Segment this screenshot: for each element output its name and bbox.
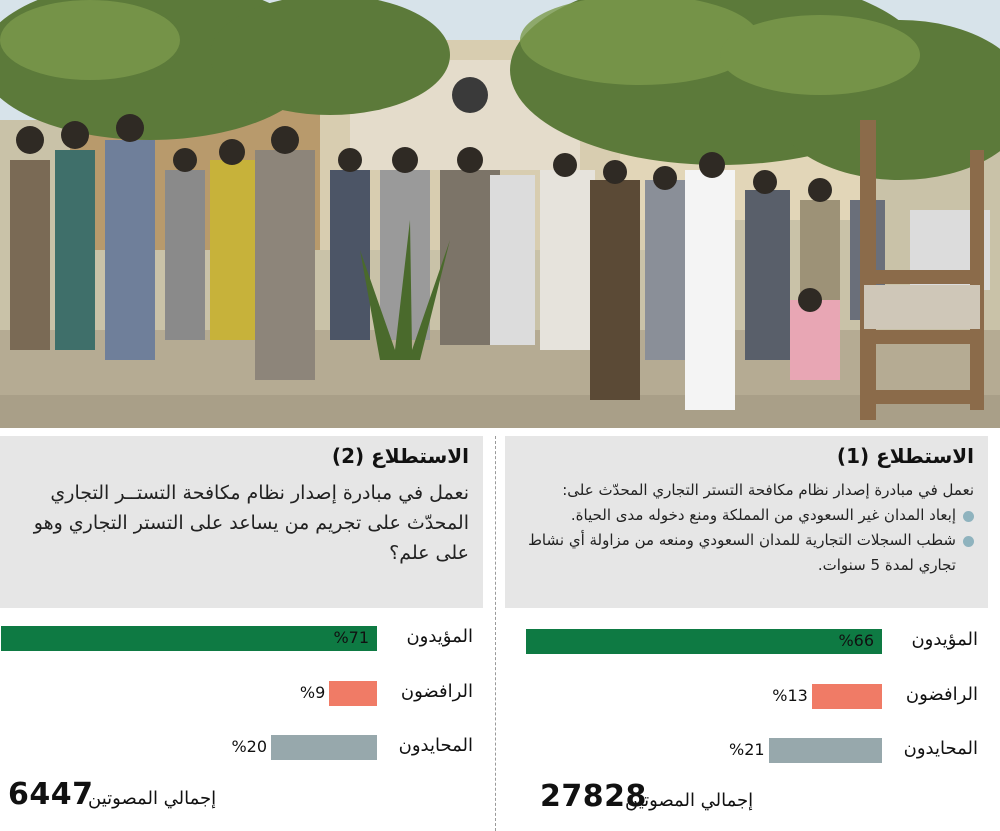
- row-label-rejecters: الرافضون: [400, 681, 473, 702]
- column-divider: [495, 436, 497, 831]
- bullet-item: شطب السجلات التجارية للمدان السعودي ومنع…: [515, 528, 974, 578]
- bar-value-label: %71: [333, 628, 369, 647]
- row-label-supporters: المؤيدون: [406, 626, 473, 647]
- row-label-rejecters: الرافضون: [905, 684, 978, 705]
- bullet-dot-icon: [963, 536, 974, 547]
- bullet-item: إبعاد المدان غير السعودي من المملكة ومنع…: [515, 503, 974, 528]
- row-label-neutral: المحايدون: [903, 738, 978, 759]
- bar-value-label: %66: [838, 631, 874, 650]
- bar-supporters: [525, 629, 882, 654]
- total-voters-value: 27828: [540, 779, 647, 814]
- total-voters-label: إجمالي المصوتين: [88, 788, 217, 809]
- news-photo: [0, 0, 1000, 428]
- bullet-text: إبعاد المدان غير السعودي من المملكة ومنع…: [570, 506, 956, 524]
- row-label-supporters: المؤيدون: [911, 629, 978, 650]
- bar-value-label: %21: [729, 740, 765, 759]
- bar-neutral: [768, 738, 882, 763]
- poll-2-header: الاستطلاع (2) نعمل في مبادرة إصدار نظام …: [0, 436, 483, 608]
- total-voters-label: إجمالي المصوتين: [625, 790, 754, 811]
- bar-value-label: %20: [231, 737, 267, 756]
- photo-illustration: [0, 0, 1000, 428]
- poll-title: الاستطلاع (1): [836, 444, 974, 468]
- poll-title: الاستطلاع (2): [331, 444, 469, 468]
- bar-rejecters: [329, 681, 377, 706]
- question-text: نعمل في مبادرة إصدار نظام مكافحة التستر …: [562, 481, 974, 499]
- bullet-text: شطب السجلات التجارية للمدان السعودي ومنع…: [528, 531, 956, 574]
- poll-1-header: الاستطلاع (1) نعمل في مبادرة إصدار نظام …: [505, 436, 988, 608]
- row-label-neutral: المحايدون: [398, 735, 473, 756]
- bar-neutral: [271, 735, 377, 760]
- poll-question: نعمل في مبادرة إصدار نظام مكافحة التستر …: [515, 478, 974, 578]
- bullet-dot-icon: [963, 511, 974, 522]
- bar-supporters: [0, 626, 377, 651]
- bar-rejecters: [811, 684, 882, 709]
- bar-value-label: %13: [772, 686, 808, 705]
- poll-1: الاستطلاع (1) نعمل في مبادرة إصدار نظام …: [505, 436, 988, 831]
- poll-question: نعمل في مبادرة إصدار نظام مكافحة التستــ…: [33, 482, 469, 564]
- poll-2: الاستطلاع (2) نعمل في مبادرة إصدار نظام …: [0, 436, 483, 831]
- bar-value-label: %9: [299, 683, 326, 702]
- total-voters-value: 6447: [8, 777, 94, 812]
